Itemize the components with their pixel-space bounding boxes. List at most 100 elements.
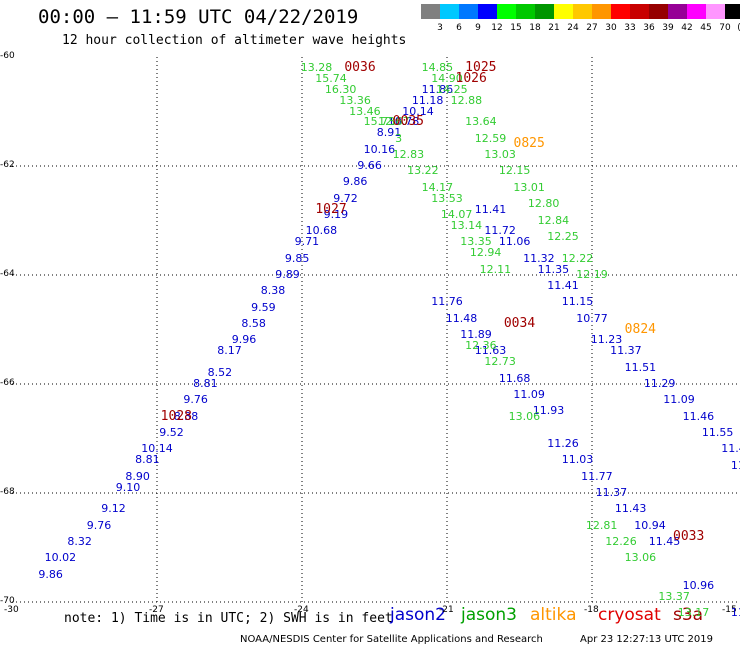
swh-observation: 9.85	[284, 251, 310, 265]
swh-observation: 13.36	[339, 93, 371, 107]
lat-tick-label: -70	[0, 596, 15, 606]
scale-swatch	[459, 4, 478, 19]
swh-observation: 13.01	[513, 180, 545, 194]
swh-observation: 11.43	[614, 502, 647, 516]
swh-observation: 13.35	[460, 235, 492, 249]
swh-observation: 11.46	[682, 409, 715, 423]
swh-observation: 15.73	[363, 115, 396, 129]
scale-swatch	[668, 4, 687, 19]
swh-observation: 8.32	[67, 535, 92, 549]
swh-observation: 11.03	[561, 453, 594, 467]
scale-swatch	[421, 4, 440, 19]
legend-cryosat: cryosat	[598, 605, 661, 625]
footer-note: note: 1) Time is in UTC; 2) SWH is in fe…	[64, 611, 393, 626]
lat-tick-label: -68	[0, 487, 15, 497]
scale-label: 21	[548, 23, 560, 33]
swh-observation: 11.26	[547, 436, 579, 450]
swh-observation: 13.22	[407, 164, 439, 178]
swh-observation: 11.72	[484, 224, 516, 238]
swh-observation: 11.35	[537, 262, 570, 276]
scale-swatch	[649, 4, 668, 19]
scale-swatch	[440, 4, 459, 19]
lon-tick-label: -15	[722, 605, 737, 615]
legend-jason3: jason3	[461, 605, 517, 625]
swh-observation: 10.94	[634, 518, 666, 532]
swh-observation: 14.25	[436, 82, 468, 96]
swh-observation: 12.73	[484, 355, 516, 369]
lon-tick-label: -18	[584, 605, 599, 615]
swh-observation: 12.88	[450, 93, 483, 107]
lat-tick-label: -60	[0, 51, 15, 61]
swh-observation: 11.41	[547, 278, 579, 292]
swh-observation: 8.91	[376, 126, 402, 140]
scale-swatch	[706, 4, 725, 19]
swh-observation: 13.53	[431, 191, 463, 205]
swh-observation: 12.84	[537, 213, 570, 227]
pass-time-label: 0035	[392, 114, 424, 130]
swh-observation: 8.81	[135, 453, 160, 467]
swh-observation: 13.37	[658, 589, 690, 603]
scale-label: (ft)	[737, 23, 740, 33]
swh-observation: 11.49	[721, 442, 740, 456]
pass-time-label: 0824	[624, 321, 656, 337]
swh-observation: 3	[395, 131, 403, 145]
pass-time-label: 0036	[344, 59, 376, 75]
swh-observation: 11.23	[590, 333, 623, 347]
swh-observation: 12.19	[576, 268, 608, 281]
scale-swatch	[497, 4, 516, 19]
swh-observation: 9.12	[101, 502, 126, 516]
swh-observation: 10.77	[576, 311, 608, 325]
swh-observation: 8.52	[207, 366, 233, 380]
swh-observation: 11.55	[701, 426, 734, 440]
lat-tick-label: -64	[0, 269, 15, 279]
swh-observation: 14.85	[421, 60, 454, 74]
swh-observation: 12.15	[498, 164, 531, 178]
scale-swatch	[725, 4, 740, 19]
swh-observation: 11.63	[474, 344, 507, 358]
scale-swatch	[554, 4, 573, 19]
swh-observation: 13.06	[624, 551, 657, 565]
legend-altika: altika	[530, 605, 577, 625]
scale-label: 18	[529, 23, 541, 33]
swh-observation: 11.37	[610, 344, 642, 358]
scale-label: 6	[456, 23, 462, 33]
swh-observation: 9.86	[342, 175, 368, 189]
swh-observation: 10.78	[387, 115, 420, 129]
swh-observation: 10.14	[141, 442, 173, 456]
swh-observation: 16.30	[324, 82, 357, 96]
swh-observation: 8.17	[217, 344, 242, 358]
swh-observation: 11.48	[445, 311, 478, 325]
scale-label: 12	[491, 23, 503, 33]
swh-observation: 13.17	[677, 605, 710, 619]
swh-observation: 11.84	[730, 605, 740, 619]
swh-observation: 12.26	[605, 535, 637, 549]
scale-label: 9	[475, 23, 481, 33]
scale-swatch	[535, 4, 554, 19]
scale-swatch	[687, 4, 706, 19]
swh-observation: 11.76	[431, 295, 463, 309]
swh-observation: 11.93	[532, 404, 565, 418]
swh-observation: 10.02	[44, 551, 77, 565]
swh-observation: 11.59	[730, 458, 740, 472]
swh-observation: 13.03	[484, 148, 516, 162]
swh-observation: 8.38	[173, 409, 199, 423]
swh-observation: 9.10	[115, 480, 141, 494]
scale-label: 70	[719, 23, 731, 33]
scale-swatch	[630, 4, 649, 19]
swh-observation: 12.25	[547, 229, 579, 243]
scale-swatch	[592, 4, 611, 19]
swh-observation: 10.68	[305, 224, 338, 238]
swh-observation: 11.32	[523, 251, 555, 265]
swh-observation: 11.29	[643, 377, 676, 390]
swh-observation: 9.86	[38, 567, 63, 581]
swh-observation: 11.06	[498, 235, 531, 249]
swh-observation: 11.18	[411, 93, 444, 107]
lon-tick-label: -21	[439, 605, 454, 615]
pass-time-label: 0033	[673, 528, 705, 544]
swh-observation: 12.67	[378, 115, 410, 129]
scale-label: 24	[567, 23, 579, 33]
scale-swatch	[478, 4, 497, 19]
legend-jason2: jason2	[390, 605, 446, 625]
swh-observation: 9.71	[294, 235, 320, 249]
